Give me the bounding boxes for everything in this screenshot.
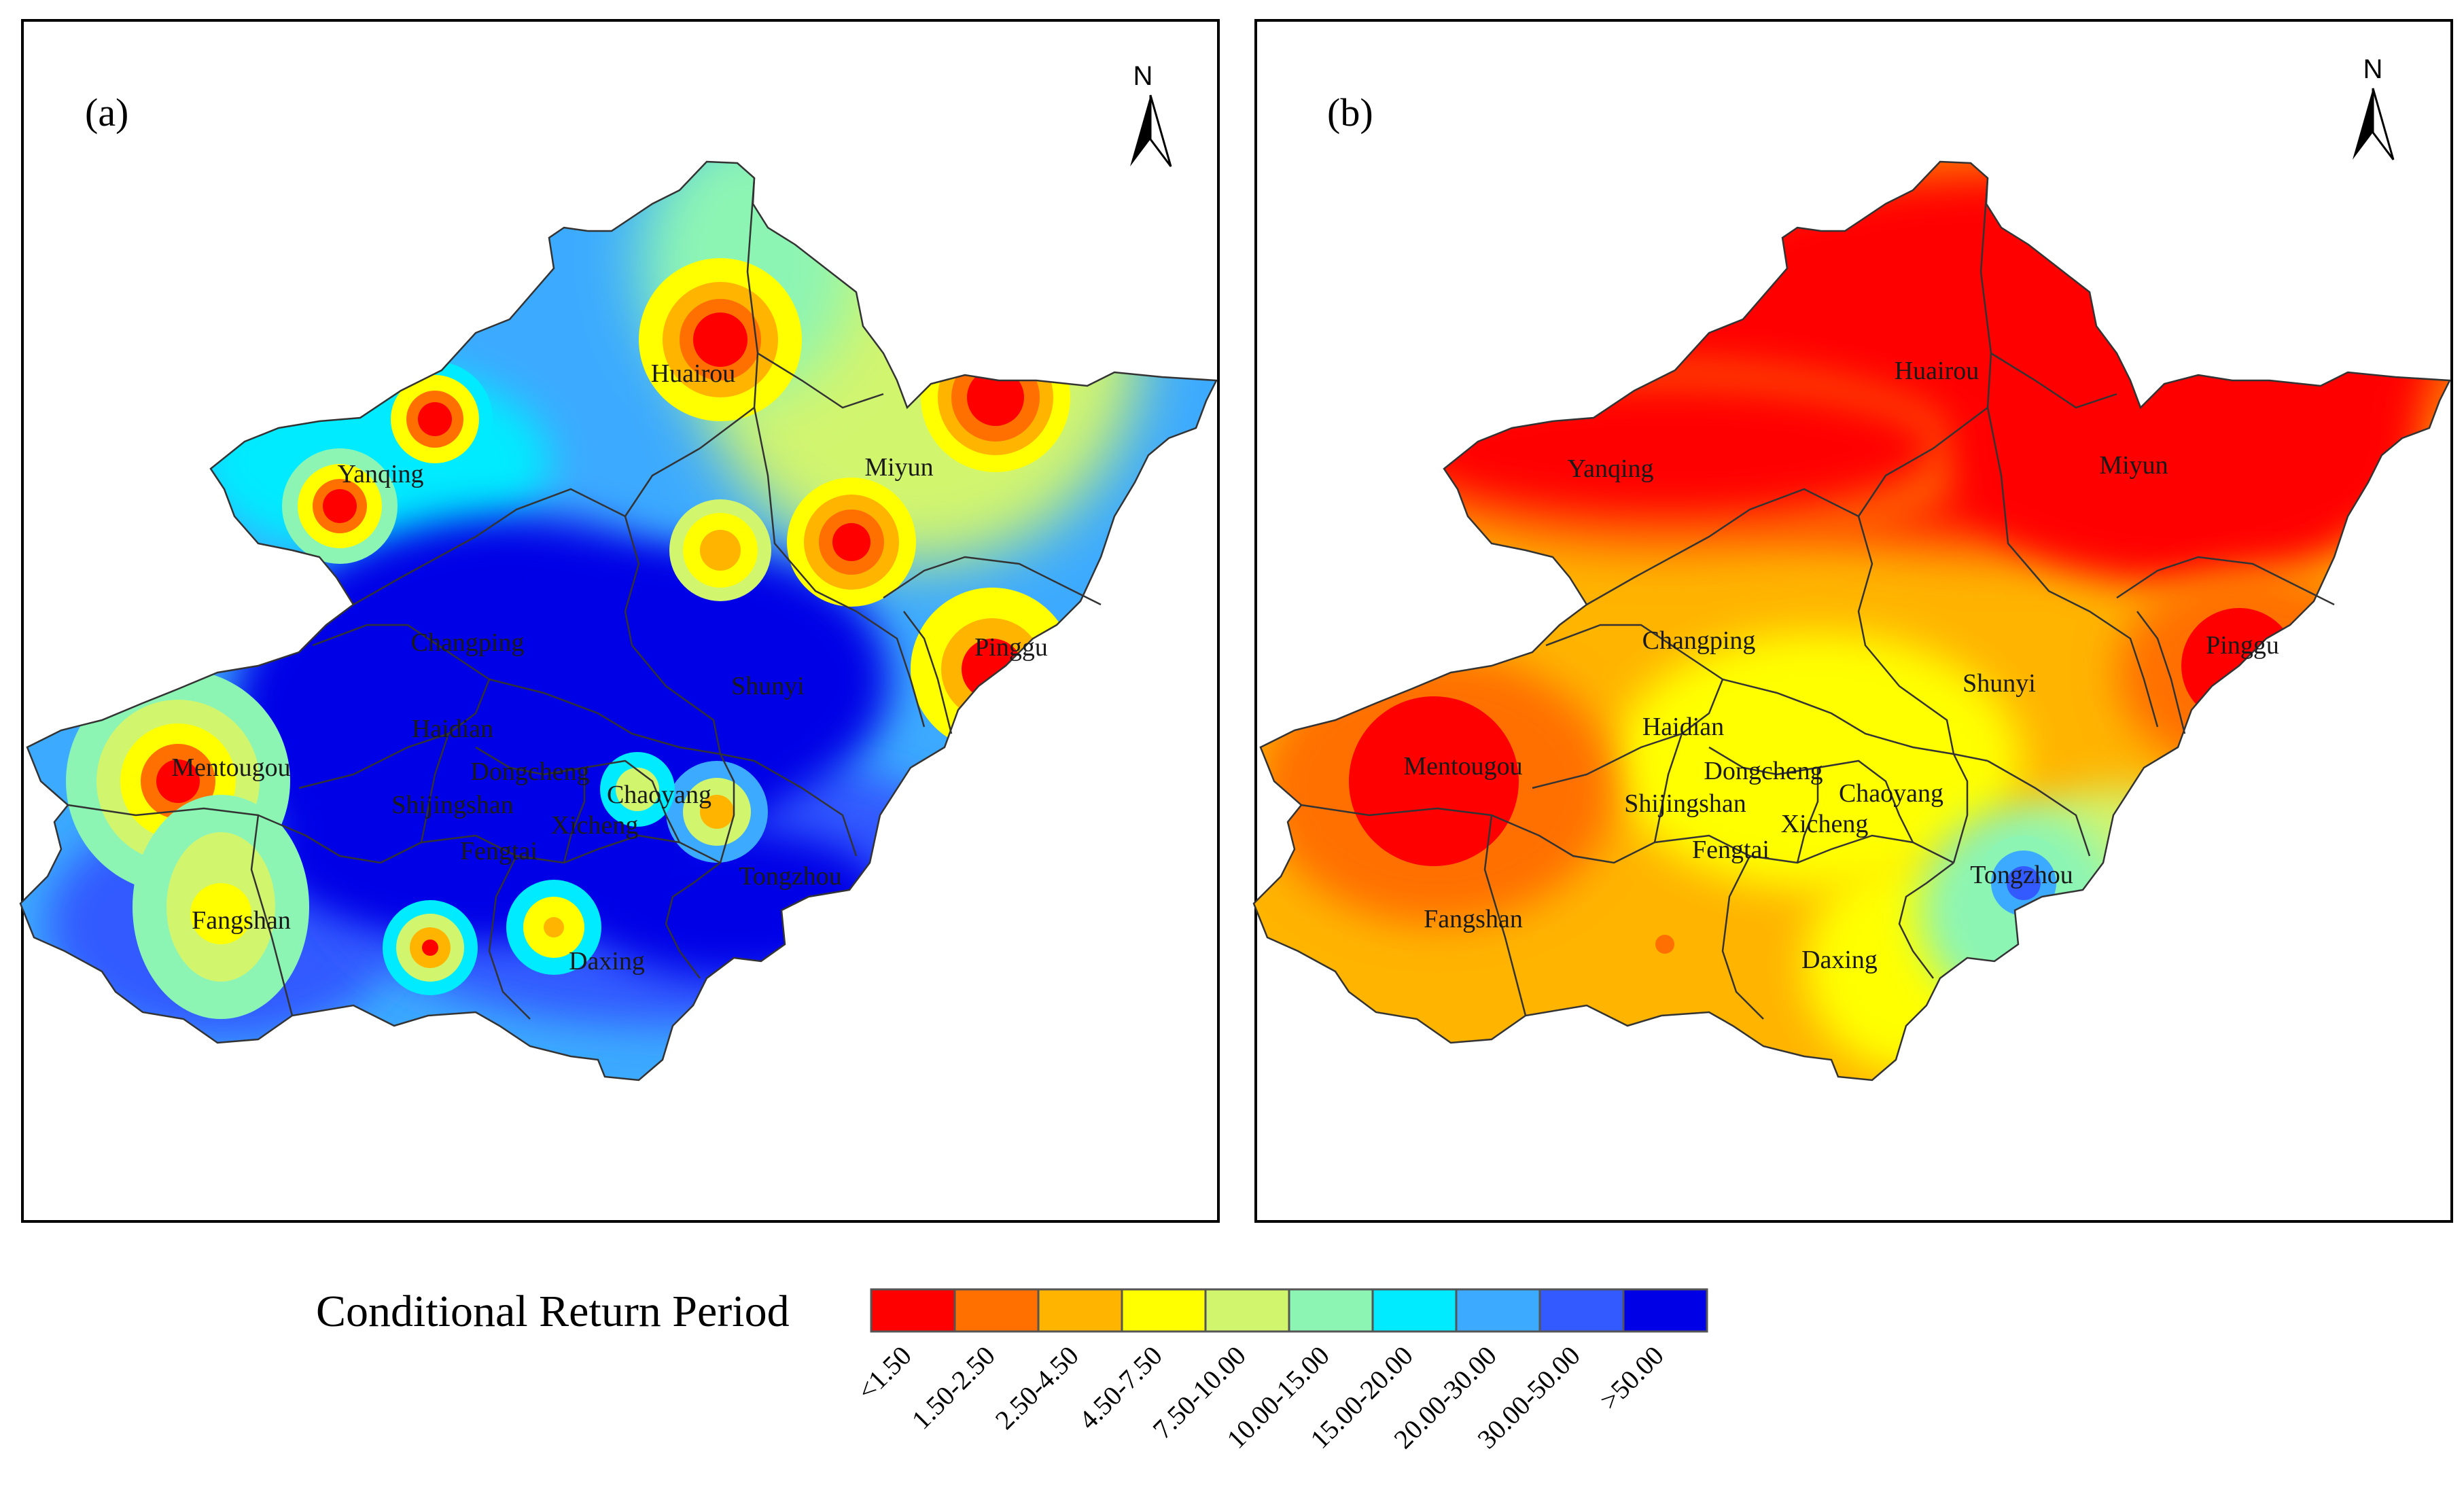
hotspot-huairou-s	[669, 499, 771, 601]
label-shunyi: Shunyi	[731, 672, 805, 700]
panel-b-label: (b)	[1327, 90, 1373, 135]
north-arrow-icon: N	[1130, 61, 1172, 167]
legend-swatch	[1371, 1288, 1458, 1333]
hotspot-huairou	[639, 258, 802, 421]
legend-tick-label: 2.50-4.50	[989, 1340, 1085, 1435]
label-miyun: Miyun	[2099, 451, 2168, 480]
legend-swatch	[1622, 1288, 1708, 1333]
legend-swatch	[1204, 1288, 1290, 1333]
label-shijingshan: Shijingshan	[1624, 789, 1746, 818]
hotspot-daxing	[506, 880, 601, 975]
legend: Conditional Return Period <1.501.50-2.50…	[316, 1287, 1708, 1455]
label-haidian: Haidian	[1642, 713, 1724, 741]
label-changping: Changping	[411, 628, 525, 657]
legend-swatch	[1288, 1288, 1374, 1333]
svg-text:N: N	[1133, 61, 1153, 91]
label-dongcheng: Dongcheng	[470, 757, 589, 786]
label-dongcheng: Dongcheng	[1704, 757, 1823, 785]
svg-text:N: N	[2363, 54, 2383, 84]
label-huairou: Huairou	[1895, 357, 1979, 385]
boundaries-a	[19, 160, 1218, 1081]
legend-tick-label: <1.50	[851, 1340, 917, 1406]
label-chaoyang: Chaoyang	[607, 781, 711, 809]
legend-title: Conditional Return Period	[316, 1287, 790, 1336]
legend-tick-label: 1.50-2.50	[906, 1340, 1001, 1435]
label-fengtai: Fengtai	[1692, 836, 1770, 864]
hotspot-chaoyang	[666, 761, 768, 863]
label-huairou: Huairou	[651, 359, 736, 388]
boundaries-b	[1252, 160, 2451, 1081]
label-pinggu: Pinggu	[2206, 631, 2279, 660]
hotspot-yanqing-2	[282, 448, 398, 564]
label-fengtai: Fengtai	[460, 837, 538, 865]
hotspot-daxing-w	[383, 900, 478, 995]
label-xicheng: Xicheng	[1781, 810, 1869, 838]
legend-ticks: <1.501.50-2.502.50-4.504.50-7.507.50-10.…	[851, 1340, 1670, 1455]
panel-b: (b) N	[1252, 19, 2453, 1223]
label-shunyi: Shunyi	[1963, 669, 2036, 698]
label-changping: Changping	[1642, 626, 1756, 655]
label-tongzhou: Tongzhou	[739, 862, 841, 891]
label-daxing: Daxing	[1801, 946, 1878, 974]
label-miyun: Miyun	[864, 453, 933, 482]
legend-swatch	[1121, 1288, 1207, 1333]
legend-swatch	[870, 1288, 956, 1333]
label-tongzhou: Tongzhou	[1970, 861, 2073, 889]
legend-swatch	[1455, 1288, 1541, 1333]
label-xicheng: Xicheng	[551, 811, 639, 840]
label-haidian: Haidian	[412, 715, 493, 743]
panel-a: (a) N	[19, 19, 1220, 1223]
label-chaoyang: Chaoyang	[1839, 779, 1943, 808]
label-daxing: Daxing	[569, 947, 645, 976]
label-mentougou: Mentougou	[1403, 752, 1522, 781]
legend-tick-label: >50.00	[1594, 1340, 1669, 1416]
legend-swatches	[870, 1288, 1708, 1333]
hotspot-fangshan	[133, 795, 309, 1019]
label-fangshan: Fangshan	[192, 906, 291, 935]
hotspot-miyun	[787, 478, 916, 607]
legend-swatch	[1538, 1288, 1625, 1333]
legend-swatch	[953, 1288, 1040, 1333]
label-yanqing: Yanqing	[1567, 454, 1653, 483]
panel-a-label: (a)	[85, 90, 128, 135]
district-labels-b: Huairou Yanqing Miyun Changping Pinggu S…	[1403, 357, 2278, 974]
hotspot-yanqing-1	[377, 361, 493, 477]
label-yanqing: Yanqing	[337, 460, 423, 488]
district-labels-a: Huairou Yanqing Miyun Changping Pinggu S…	[171, 359, 1047, 976]
label-pinggu: Pinggu	[974, 633, 1048, 662]
legend-swatch	[1037, 1288, 1123, 1333]
north-arrow-icon: N	[2353, 54, 2395, 160]
label-mentougou: Mentougou	[171, 753, 290, 782]
label-fangshan: Fangshan	[1424, 905, 1523, 933]
label-shijingshan: Shijingshan	[391, 791, 513, 819]
